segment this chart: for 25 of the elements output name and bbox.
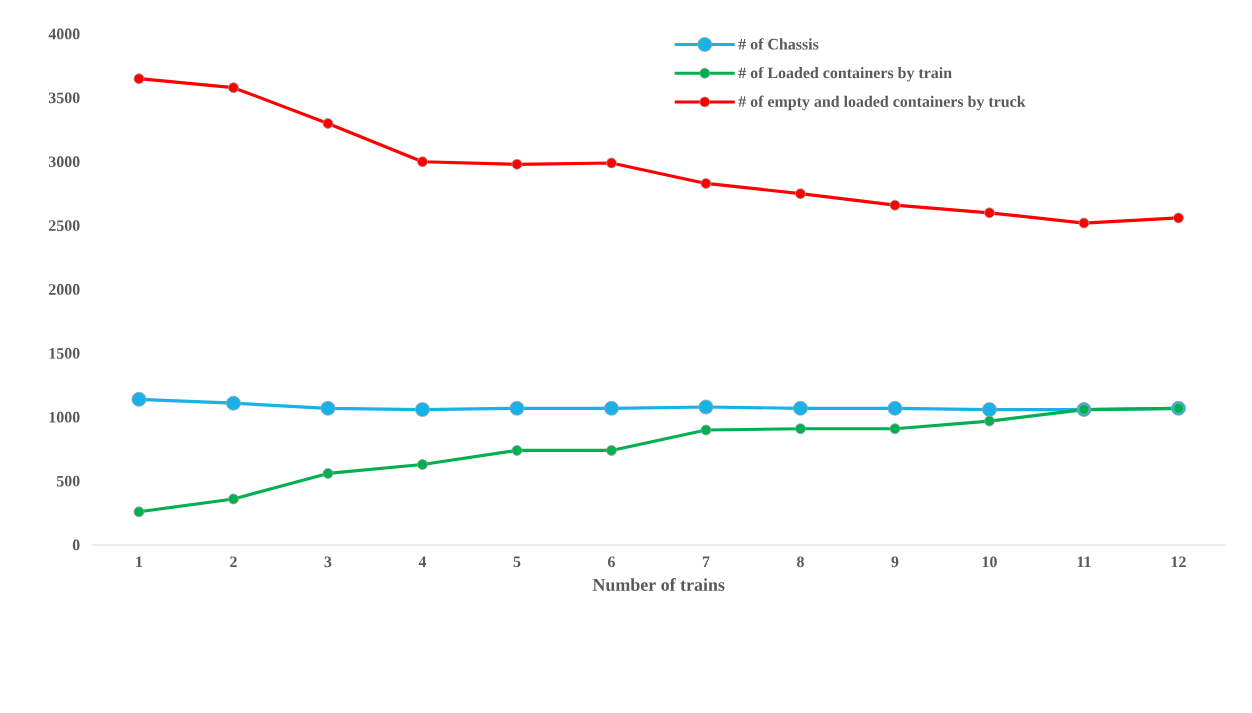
x-tick-label: 1 bbox=[136, 556, 143, 568]
legend-label: # of Chassis bbox=[738, 38, 819, 50]
x-tick-label: 5 bbox=[513, 556, 521, 568]
x-tick-label: 9 bbox=[891, 556, 899, 568]
x-axis-title: Number of trains bbox=[592, 578, 725, 591]
x-tick-label: 8 bbox=[797, 556, 804, 568]
legend-label: # of empty and loaded containers by truck bbox=[738, 95, 1026, 111]
x-tick-label: 4 bbox=[418, 556, 427, 567]
y-tick-label: 1000 bbox=[49, 411, 80, 423]
y-tick-label: 2000 bbox=[48, 284, 80, 295]
y-tick-label: 3500 bbox=[48, 92, 80, 104]
x-tick-label: 2 bbox=[230, 556, 237, 568]
x-tick-label: 10 bbox=[982, 556, 997, 568]
y-tick-label: 1500 bbox=[49, 347, 80, 359]
x-tick-label: 7 bbox=[702, 556, 710, 567]
x-tick-label: 6 bbox=[608, 556, 615, 568]
y-tick-label: 4000 bbox=[48, 28, 80, 40]
y-tick-label: 500 bbox=[56, 475, 80, 487]
y-tick-label: 2500 bbox=[48, 220, 80, 231]
x-tick-label: 3 bbox=[324, 556, 332, 568]
y-tick-label: 3000 bbox=[48, 156, 80, 168]
legend-label: # of Loaded containers by train bbox=[738, 66, 952, 82]
x-tick-label: 12 bbox=[1171, 556, 1186, 568]
y-tick-label: 0 bbox=[72, 539, 80, 551]
x-tick-label: 11 bbox=[1077, 556, 1091, 568]
